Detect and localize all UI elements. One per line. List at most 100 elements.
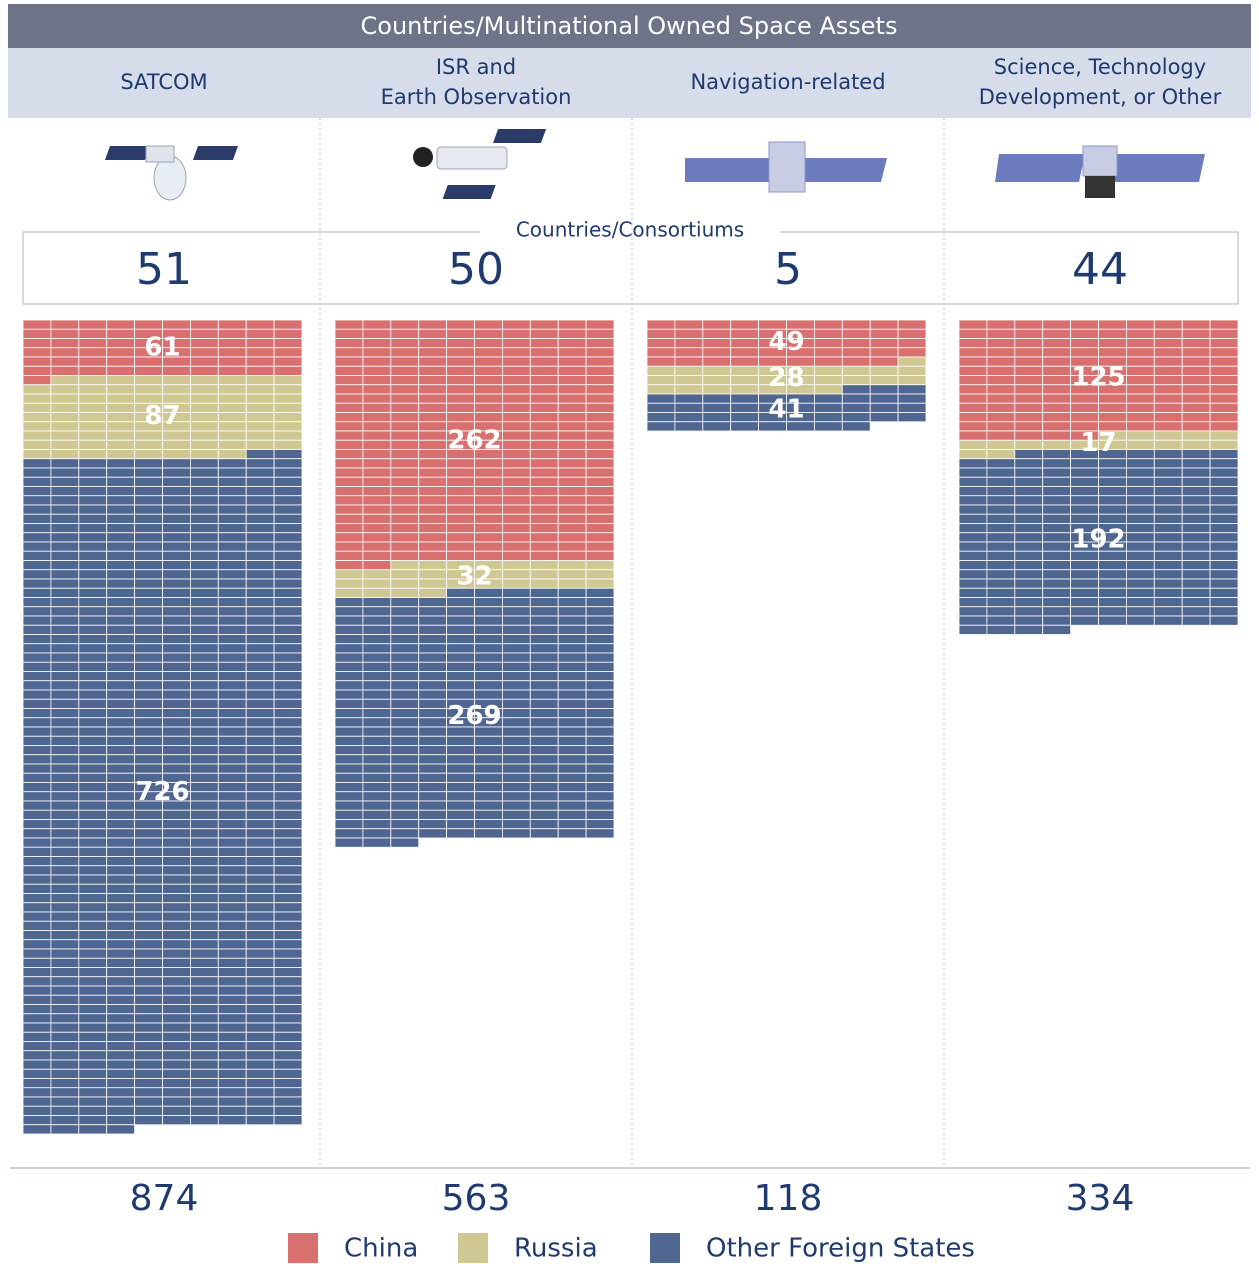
waffle-cell — [502, 773, 530, 782]
waffle-cell — [586, 598, 614, 607]
waffle-cell — [218, 524, 246, 533]
waffle-cell — [391, 403, 419, 412]
waffle-cell — [218, 1060, 246, 1069]
waffle-cell — [814, 348, 842, 357]
waffle-cell — [163, 968, 191, 977]
waffle-cell — [79, 588, 107, 597]
waffle-cell — [274, 847, 302, 856]
waffle-cell — [391, 320, 419, 329]
waffle-cell — [246, 773, 274, 782]
waffle-cell — [135, 1079, 163, 1088]
waffle-cell — [586, 422, 614, 431]
waffle-cell — [107, 1106, 135, 1115]
waffle-cell — [23, 931, 51, 940]
waffle-cell — [79, 561, 107, 570]
waffle-cell — [391, 431, 419, 440]
waffle-cell — [218, 958, 246, 967]
waffle-cell — [1182, 440, 1210, 449]
waffle-cell — [502, 792, 530, 801]
waffle-cell — [107, 949, 135, 958]
waffle-cell — [135, 588, 163, 597]
waffle-cell — [135, 487, 163, 496]
waffle-cell — [135, 1060, 163, 1069]
waffle-cell — [335, 348, 363, 357]
waffle-cell — [246, 968, 274, 977]
waffle-cell — [190, 718, 218, 727]
waffle-cell — [274, 348, 302, 357]
legend-swatch — [288, 1233, 318, 1263]
waffle-cell — [107, 1097, 135, 1106]
waffle-cell — [1210, 487, 1238, 496]
waffle-cell — [530, 505, 558, 514]
waffle-cell — [218, 1014, 246, 1023]
waffle-cell — [1099, 403, 1127, 412]
waffle-cell — [1182, 524, 1210, 533]
waffle-cell — [363, 320, 391, 329]
waffle-cell — [163, 505, 191, 514]
waffle-cell — [190, 440, 218, 449]
waffle-cell — [218, 653, 246, 662]
waffle-cell — [51, 940, 79, 949]
waffle-cell — [502, 450, 530, 459]
waffle-cell — [246, 1088, 274, 1097]
waffle-cell — [274, 746, 302, 755]
waffle-cell — [731, 339, 759, 348]
total-label: 334 — [1066, 1178, 1135, 1219]
waffle-cell — [246, 635, 274, 644]
waffle-cell — [502, 699, 530, 708]
waffle-cell — [502, 459, 530, 468]
waffle-cell — [419, 607, 447, 616]
waffle-cell — [274, 931, 302, 940]
waffle-cell — [163, 1116, 191, 1125]
waffle-cell — [135, 931, 163, 940]
waffle-cell — [502, 385, 530, 394]
waffle-cell — [475, 385, 503, 394]
waffle-cell — [274, 477, 302, 486]
waffle-cell — [163, 551, 191, 560]
waffle-cell — [190, 764, 218, 773]
waffle-cell — [246, 931, 274, 940]
waffle-cell — [23, 598, 51, 607]
waffle-cell — [502, 366, 530, 375]
waffle-cell — [586, 459, 614, 468]
waffle-cell — [190, 857, 218, 866]
waffle-cell — [79, 551, 107, 560]
waffle-cell — [79, 903, 107, 912]
waffle-cell — [135, 1023, 163, 1032]
waffle-cell — [1043, 357, 1071, 366]
waffle-cell — [475, 514, 503, 523]
waffle-cell — [1099, 487, 1127, 496]
waffle-cell — [814, 329, 842, 338]
waffle-cell — [23, 773, 51, 782]
waffle-cell — [814, 422, 842, 431]
waffle-cell — [675, 339, 703, 348]
waffle-cell — [1015, 459, 1043, 468]
waffle-cell — [190, 1079, 218, 1088]
waffle-cell — [274, 579, 302, 588]
waffle-cell — [703, 357, 731, 366]
waffle-cell — [363, 394, 391, 403]
waffle-cell — [274, 1069, 302, 1078]
waffle-cell — [107, 1069, 135, 1078]
waffle-cell — [246, 505, 274, 514]
waffle-cell — [107, 1125, 135, 1134]
waffle-cell — [987, 320, 1015, 329]
waffle-cell — [1099, 394, 1127, 403]
waffle-cell — [363, 810, 391, 819]
waffle-cell — [218, 884, 246, 893]
waffle-cell — [1126, 579, 1154, 588]
waffle-cell — [419, 672, 447, 681]
waffle-cell — [558, 329, 586, 338]
country-count: 51 — [136, 244, 192, 295]
waffle-cell — [23, 1051, 51, 1060]
waffle-cell — [79, 662, 107, 671]
waffle-cell — [190, 625, 218, 634]
waffle-cell — [51, 681, 79, 690]
waffle-cell — [959, 468, 987, 477]
waffle-cell — [1154, 514, 1182, 523]
waffle-cell — [274, 357, 302, 366]
waffle-cell — [1015, 561, 1043, 570]
waffle-cell — [842, 403, 870, 412]
waffle-cell — [107, 348, 135, 357]
waffle-cell — [1099, 477, 1127, 486]
